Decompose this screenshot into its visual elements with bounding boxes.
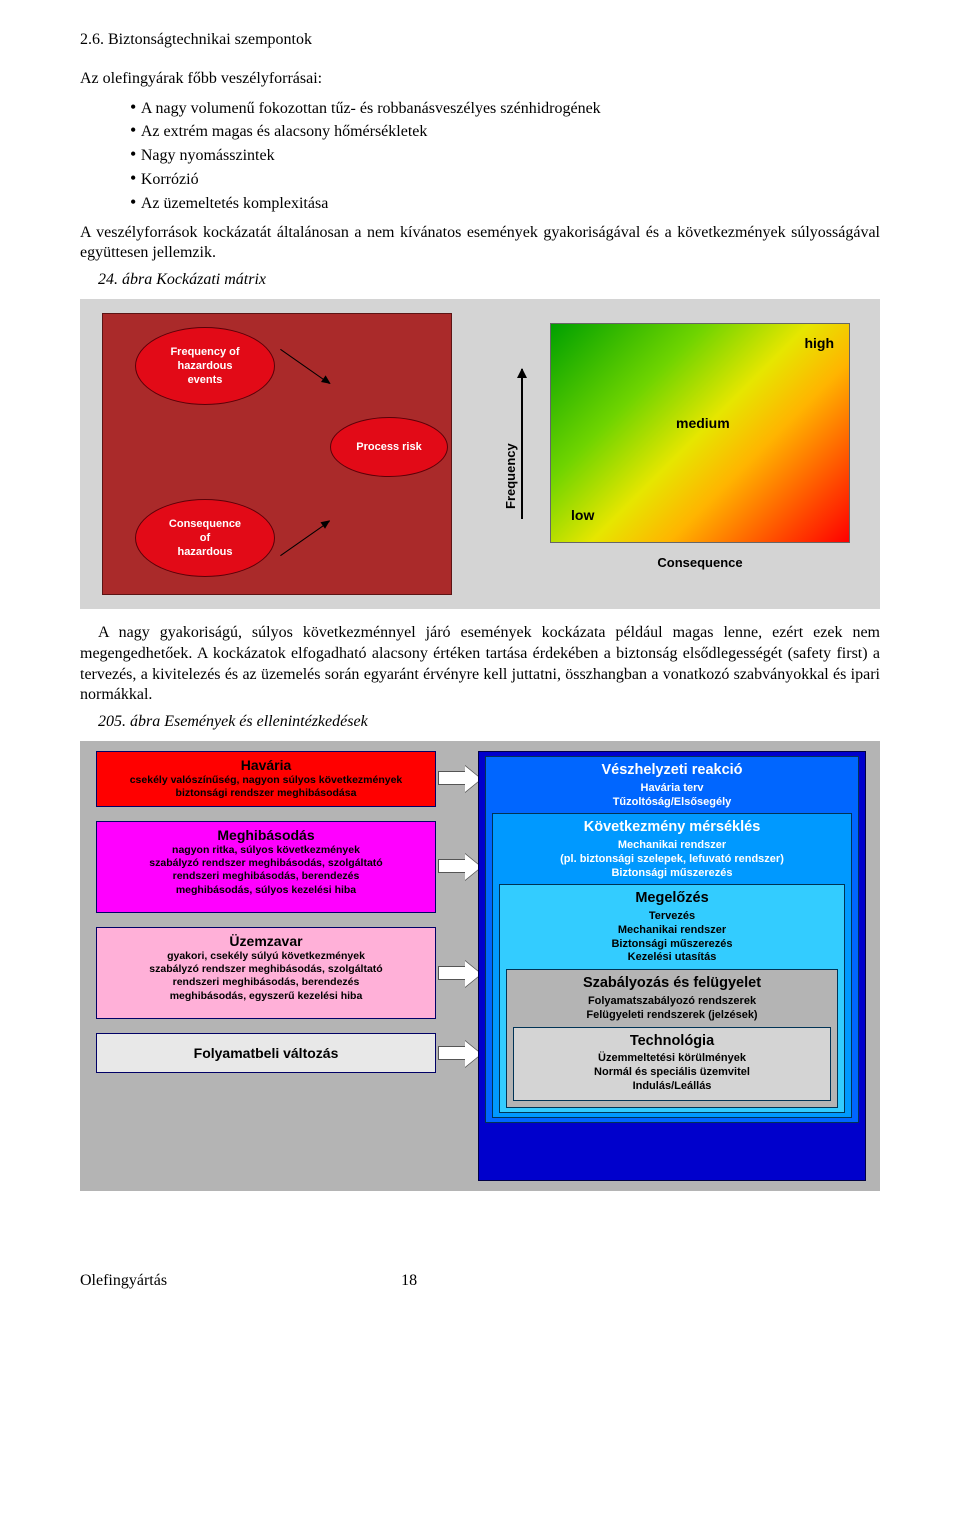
footer-page-number: 18: [401, 1271, 417, 1292]
box-title: Következmény mérséklés: [493, 818, 851, 837]
box-veszhelyzeti-reakcio: Vészhelyzeti reakció Havária tervTűzoltó…: [485, 756, 859, 1123]
box-title: Technológia: [514, 1032, 830, 1051]
ellipse-process-risk: Process risk: [330, 417, 448, 477]
box-meghibasodas: Meghibásodás nagyon ritka, súlyos követk…: [96, 821, 436, 913]
bullet-item: Az extrém magas és alacsony hőmérséklete…: [130, 119, 880, 143]
box-subtext: Havária tervTűzoltóság/Elsősegély: [486, 782, 858, 810]
box-subtext: nagyon ritka, súlyos következményekszabá…: [103, 844, 429, 897]
flow-arrow: [438, 771, 468, 785]
intro-line: Az olefingyárak főbb veszélyforrásai:: [80, 69, 880, 90]
countermeasures-panel: Vészhelyzeti reakció Havária tervTűzoltó…: [478, 751, 866, 1181]
box-szabalyozas-felugyelet: Szabályozás és felügyelet Folyamatszabál…: [506, 969, 838, 1107]
box-subtext: TervezésMechanikai rendszerBiztonsági mű…: [500, 910, 844, 965]
flow-arrow: [438, 966, 468, 980]
risk-label-high: high: [804, 334, 834, 352]
box-megelozes: Megelőzés TervezésMechanikai rendszerBiz…: [499, 884, 845, 1112]
axis-y-label: Frequency: [503, 443, 520, 509]
bullet-item: A nagy volumenű fokozottan tűz- és robba…: [130, 96, 880, 120]
hazard-bullets: A nagy volumenű fokozottan tűz- és robba…: [80, 96, 880, 215]
box-uzemzavar: Üzemzavar gyakori, csekély súlyú követke…: [96, 927, 436, 1019]
flow-arrow: [438, 859, 468, 873]
box-havaria: Havária csekély valószínűség, nagyon súl…: [96, 751, 436, 807]
box-subtext: gyakori, csekély súlyú következményeksza…: [103, 950, 429, 1003]
page-footer: Olefingyártás 18: [80, 1271, 880, 1292]
bullet-item: Nagy nyomásszintek: [130, 143, 880, 167]
box-title: Havária: [103, 756, 429, 774]
footer-doc-title: Olefingyártás: [80, 1272, 167, 1289]
body-paragraph: A nagy gyakoriságú, súlyos következménny…: [80, 623, 880, 706]
bullet-item: Korrózió: [130, 167, 880, 191]
ellipse-frequency: Frequency ofhazardousevents: [135, 327, 275, 405]
box-technologia: Technológia Üzemmeltetési körülményekNor…: [513, 1027, 831, 1101]
para-1: A veszélyforrások kockázatát általánosan…: [80, 223, 880, 265]
box-folyamatbeli-valtozas: Folyamatbeli változás: [96, 1033, 436, 1073]
box-subtext: Üzemmeltetési körülményekNormál és speci…: [514, 1052, 830, 1093]
box-subtext: Mechanikai rendszer(pl. biztonsági szele…: [493, 839, 851, 880]
box-title: Üzemzavar: [103, 932, 429, 950]
box-title: Szabályozás és felügyelet: [507, 974, 837, 993]
fig24-risk-matrix: Frequency ofhazardousevents Consequenceo…: [80, 299, 880, 609]
ellipse-consequence: Consequenceofhazardous: [135, 499, 275, 577]
bullet-item: Az üzemeltetés komplexitása: [130, 191, 880, 215]
box-title: Vészhelyzeti reakció: [486, 761, 858, 780]
box-title: Meghibásodás: [103, 826, 429, 844]
flow-arrow: [438, 1046, 468, 1060]
box-subtext: Folyamatszabályozó rendszerekFelügyeleti…: [507, 995, 837, 1023]
risk-label-medium: medium: [676, 414, 730, 432]
box-title: Folyamatbeli változás: [194, 1044, 339, 1062]
fig205-caption: 205. ábra Események és ellenintézkedések: [98, 712, 880, 733]
fig24-caption: 24. ábra Kockázati mátrix: [98, 270, 880, 291]
risk-heatmap: low medium high: [550, 323, 850, 543]
axis-y: Frequency: [515, 369, 531, 519]
fig205-events-countermeasures: Havária csekély valószínűség, nagyon súl…: [80, 741, 880, 1191]
section-title: 2.6. Biztonságtechnikai szempontok: [80, 30, 880, 51]
axis-x-label: Consequence: [550, 555, 850, 572]
box-title: Megelőzés: [500, 889, 844, 908]
risk-label-low: low: [571, 506, 594, 524]
box-subtext: csekély valószínűség, nagyon súlyos köve…: [103, 774, 429, 800]
box-kovetkezmeny-mersekles: Következmény mérséklés Mechanikai rendsz…: [492, 813, 852, 1117]
